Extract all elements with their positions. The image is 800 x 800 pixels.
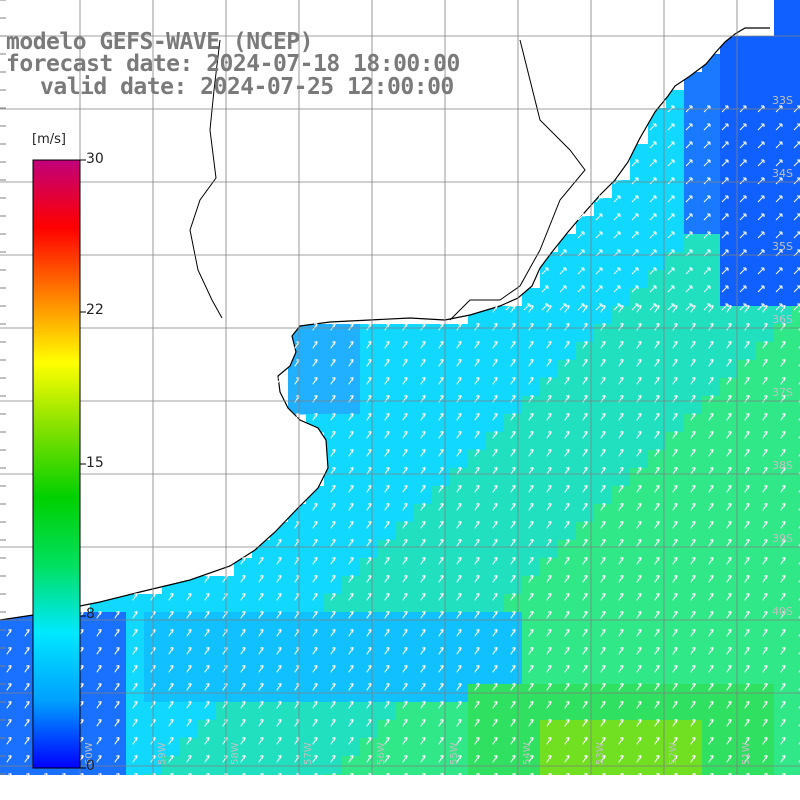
lon-label: 55W [449,742,460,765]
border-line-east [449,39,586,321]
lat-label: 37S [772,386,793,399]
colorbar-tick-22: 22 [86,302,104,318]
graticule [0,0,800,775]
lon-label: 59W [157,742,168,765]
colorbar-units: [m/s] [32,132,66,147]
lon-label: 51W [741,742,752,765]
colorbar-tick-8: 8 [86,606,95,622]
land [0,0,770,620]
lat-label: 39S [772,532,793,545]
lon-label: 53W [595,742,606,765]
valid-date: valid date: 2024-07-25 12:00:00 [40,74,454,100]
edge-ticks [0,0,6,775]
colorbar-tick-0: 0 [86,758,95,774]
lat-label: 33S [772,94,793,107]
lon-label: 60W [84,742,95,765]
lat-label: 38S [772,459,793,472]
colorbar [32,159,81,769]
lon-label: 57W [303,742,314,765]
lon-label: 56W [376,742,387,765]
lon-label: 54W [522,742,533,765]
lat-label: 36S [772,313,793,326]
coastline [0,27,770,621]
lat-label: 35S [772,240,793,253]
lon-label: 52W [668,742,679,765]
forecast-date: forecast date: 2024-07-18 18:00:00 [6,51,460,77]
model-title: modelo GEFS-WAVE (NCEP) [6,29,314,55]
border-line [189,39,223,319]
bottom-margin [0,775,800,800]
colorbar-tick-15: 15 [86,455,104,471]
colorbar-tick-30: 30 [86,151,104,167]
lon-label: 58W [230,742,241,765]
lat-label: 40S [772,605,793,618]
lat-label: 34S [772,167,793,180]
colorbar-ticks [80,159,86,769]
